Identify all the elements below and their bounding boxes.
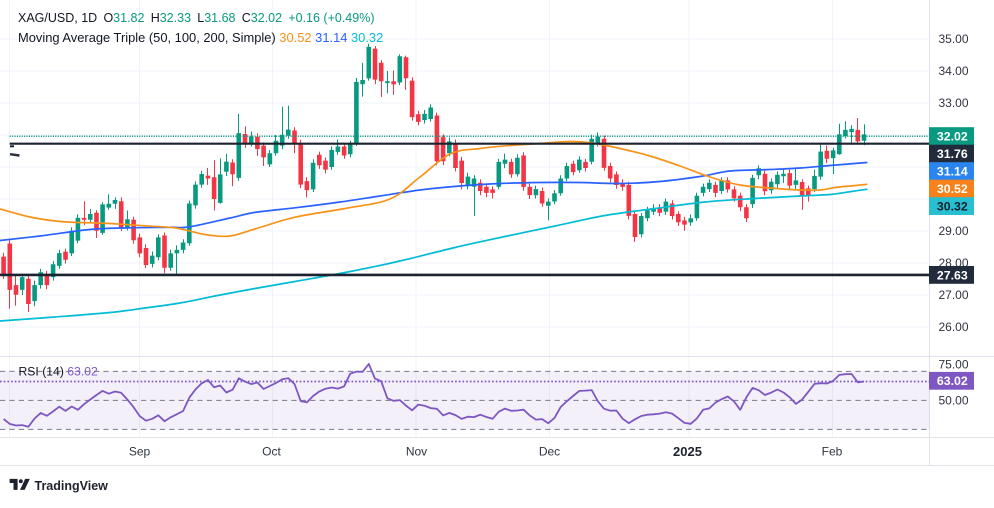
- svg-text:Dec: Dec: [539, 445, 560, 459]
- svg-text:XAG/USD, 1D O31.82 H32.33 L31.: XAG/USD, 1D O31.82 H32.33 L31.68 C32.02 …: [18, 11, 374, 25]
- svg-text:Moving Average Triple (50, 100: Moving Average Triple (50, 100, 200, Sim…: [18, 30, 383, 45]
- svg-text:31.76: 31.76: [937, 147, 968, 161]
- svg-text:Nov: Nov: [406, 445, 427, 459]
- svg-text:27.63: 27.63: [937, 268, 968, 282]
- svg-text:30.32: 30.32: [937, 200, 968, 214]
- svg-text:33.00: 33.00: [939, 96, 969, 110]
- svg-text:63.02: 63.02: [937, 374, 968, 388]
- svg-text:35.00: 35.00: [939, 32, 969, 46]
- svg-text:TradingView: TradingView: [35, 479, 109, 493]
- svg-text:50.00: 50.00: [939, 394, 969, 408]
- svg-text:29.00: 29.00: [939, 224, 969, 238]
- svg-text:Oct: Oct: [262, 445, 281, 459]
- svg-text:31.14: 31.14: [937, 165, 968, 179]
- svg-text:RSI (14) 63.02: RSI (14) 63.02: [19, 364, 98, 378]
- svg-text:2025: 2025: [673, 444, 702, 459]
- svg-text:27.00: 27.00: [939, 288, 969, 302]
- svg-text:Sep: Sep: [129, 445, 151, 459]
- svg-text:30.52: 30.52: [937, 182, 968, 196]
- svg-text:32.02: 32.02: [937, 130, 968, 144]
- svg-text:75.00: 75.00: [939, 357, 969, 371]
- svg-text:26.00: 26.00: [939, 320, 969, 334]
- svg-text:34.00: 34.00: [939, 64, 969, 78]
- svg-text:Feb: Feb: [822, 445, 843, 459]
